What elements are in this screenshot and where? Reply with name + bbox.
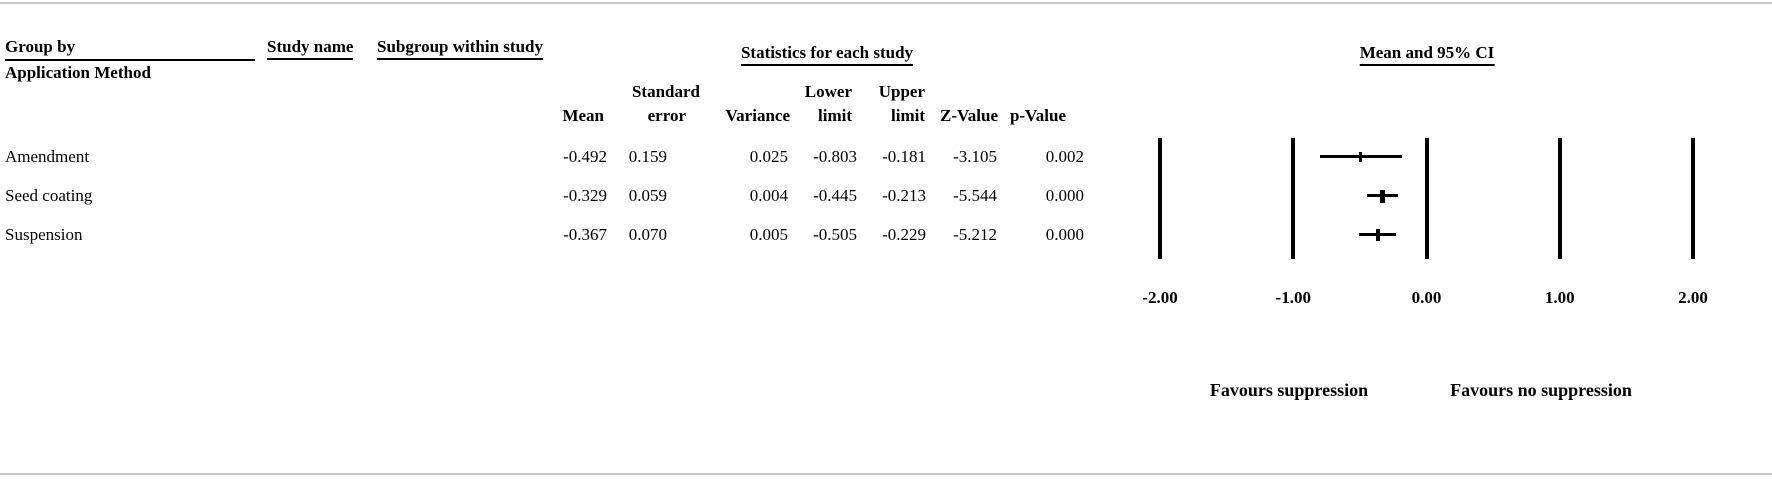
axis-tick-label: 0.00: [1411, 288, 1442, 307]
cell-lower-limit: -0.803: [813, 147, 857, 166]
header-group-by: Group by: [5, 37, 76, 56]
axis-tick-label: 1.00: [1544, 288, 1575, 307]
col-header-p-value: p-Value: [1009, 106, 1066, 125]
cell-standard-error: 0.070: [628, 225, 667, 244]
cell-mean: -0.367: [563, 225, 607, 244]
cell-p-value: 0.000: [1045, 186, 1084, 205]
axis-line--1.00: [1291, 138, 1296, 259]
cell-upper-limit: -0.213: [882, 186, 926, 205]
axis-tick-label: -2.00: [1142, 288, 1178, 307]
favours-suppression-label: Favours suppression: [1209, 380, 1369, 400]
col-header-lower: Lower: [804, 82, 852, 101]
cell-lower-limit: -0.445: [813, 186, 857, 205]
cell-p-value: 0.000: [1045, 225, 1084, 244]
cell-mean: -0.492: [563, 147, 607, 166]
cell-variance: 0.025: [749, 147, 788, 166]
mean-marker-suspension: [1375, 229, 1380, 241]
col-header-error: error: [647, 106, 686, 125]
col-header-upper-limit: limit: [891, 106, 925, 125]
cell-variance: 0.004: [749, 186, 788, 205]
cell-standard-error: 0.159: [628, 147, 667, 166]
axis-line-2.00: [1691, 138, 1695, 259]
cell-z-value: -5.212: [953, 225, 997, 244]
header-statistics-for-each-study: Statistics for each study: [740, 43, 914, 66]
col-header-z-value: Z-Value: [940, 106, 998, 125]
cell-z-value: -3.105: [953, 147, 997, 166]
axis-tick-label: -1.00: [1275, 288, 1311, 307]
axis-tick-label: 2.00: [1678, 288, 1708, 307]
col-header-standard: Standard: [631, 82, 700, 101]
header-application-method: Application Method: [5, 63, 151, 82]
row-label-amendment: Amendment: [5, 147, 90, 166]
cell-mean: -0.329: [563, 186, 607, 205]
header-group-by-underline: [5, 59, 255, 61]
bottom-divider: [0, 473, 1772, 475]
axis-line-1.00: [1557, 138, 1562, 259]
cell-lower-limit: -0.505: [813, 225, 857, 244]
col-header-variance: Variance: [725, 106, 790, 125]
col-header-lower-limit: limit: [818, 106, 852, 125]
mean-marker-amendment: [1359, 152, 1363, 162]
cell-standard-error: 0.059: [628, 186, 667, 205]
axis-line-0.00: [1424, 138, 1429, 259]
mean-marker-seed-coating: [1380, 189, 1386, 203]
cell-upper-limit: -0.229: [882, 225, 926, 244]
axis-line--2.00: [1158, 138, 1162, 259]
col-header-mean: Mean: [562, 106, 604, 125]
cell-variance: 0.005: [749, 225, 788, 244]
header-study-name: Study name: [267, 37, 354, 60]
row-label-seed-coating: Seed coating: [5, 186, 93, 205]
favours-no-suppression-label: Favours no suppression: [1450, 380, 1632, 400]
cell-z-value: -5.544: [953, 186, 997, 205]
cell-p-value: 0.002: [1045, 147, 1084, 166]
header-mean-and-95ci: Mean and 95% CI: [1359, 43, 1495, 66]
top-divider: [0, 2, 1772, 4]
row-label-suspension: Suspension: [5, 225, 83, 244]
cell-upper-limit: -0.181: [882, 147, 926, 166]
col-header-upper: Upper: [878, 82, 925, 101]
header-subgroup-within-study: Subgroup within study: [377, 37, 543, 60]
